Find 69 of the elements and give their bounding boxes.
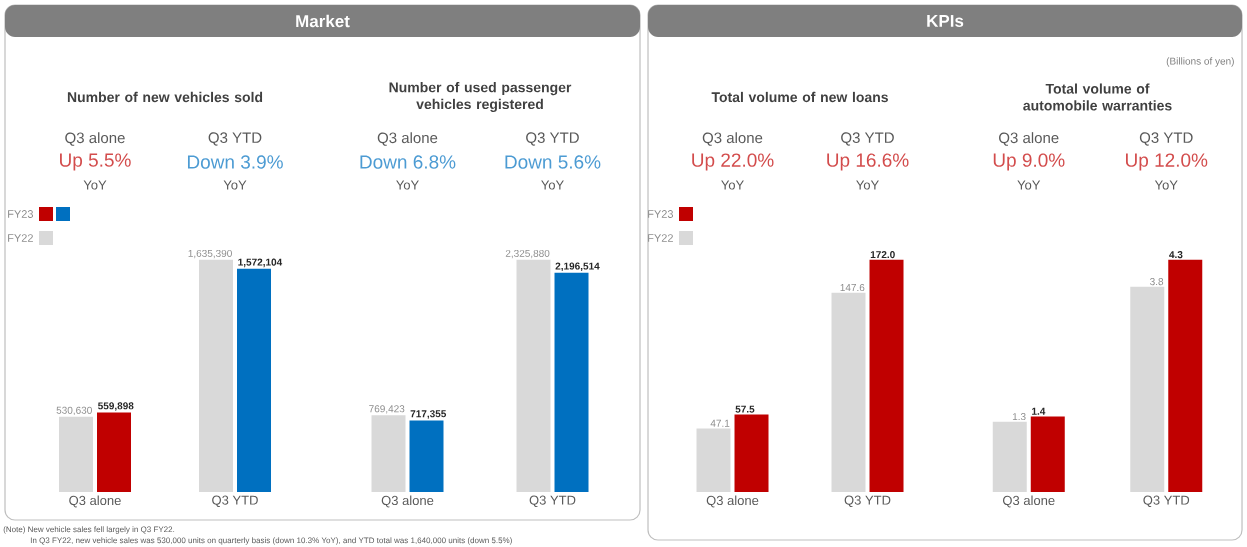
text: KPIs — [927, 15, 964, 27]
x-tick-label: Q3 YTD — [1143, 495, 1190, 508]
data-label: 2,325,880 — [505, 249, 550, 259]
x-tick-label: Q3 YTD — [208, 132, 262, 146]
x-tick-label: Q3 alone — [381, 495, 434, 508]
data-label: 3.8 — [1150, 278, 1164, 286]
text: Down 5.6% — [505, 155, 601, 169]
text: Down 6.8% — [360, 155, 456, 169]
bar — [1130, 286, 1165, 492]
data-label: 769,423 — [369, 405, 405, 414]
text: YoY — [1017, 180, 1041, 190]
legend-label: FY22 — [8, 234, 33, 242]
bar — [1168, 259, 1203, 492]
text: Up 22.0% — [692, 153, 774, 171]
bar — [734, 414, 769, 492]
text: YoY — [223, 180, 247, 190]
text: Up 9.0% — [993, 153, 1065, 171]
x-tick-label: Q3 alone — [65, 132, 125, 146]
data-label: 530,630 — [56, 406, 92, 415]
text: Up 16.6% — [827, 153, 909, 171]
bar — [59, 416, 93, 492]
legend-label: FY23 — [648, 210, 674, 218]
legend-label: FY23 — [8, 210, 34, 218]
data-label: 172.0 — [870, 251, 895, 259]
bar — [831, 292, 866, 492]
text: YoY — [721, 180, 744, 190]
data-label: 1.3 — [1012, 413, 1026, 421]
legend-label: FY22 — [648, 234, 673, 242]
data-label: 717,355 — [410, 410, 447, 419]
data-label: 1,635,390 — [188, 249, 232, 259]
data-label: 57.5 — [735, 405, 755, 413]
text: (Billions of yen) — [1166, 57, 1234, 67]
data-label: 559,898 — [98, 402, 134, 411]
text: YoY — [83, 180, 107, 190]
data-label: 147.6 — [840, 284, 865, 292]
bar — [869, 259, 904, 492]
bar — [696, 428, 731, 492]
text: YoY — [396, 180, 419, 190]
data-label: 1.4 — [1032, 407, 1046, 415]
text: YoY — [1154, 180, 1178, 190]
bar — [97, 412, 131, 492]
data-label: 1,572,104 — [238, 258, 283, 268]
bar — [1030, 416, 1065, 492]
bar — [237, 268, 271, 492]
text: YoY — [541, 180, 564, 190]
bar — [516, 259, 551, 492]
chart-title: Number of used passenger vehicles registered — [389, 82, 572, 112]
chart-title: Number of new vehicles sold — [67, 91, 263, 103]
data-label: 4.3 — [1169, 251, 1183, 259]
text: In Q3 FY22, new vehicle sales was 530,000 units on quarterly basis (down 10.3% YoY), and YTD total was 1,640,000 units (down 5.5%) — [30, 537, 512, 545]
bar — [371, 415, 406, 492]
text: (Note) New vehicle sales fell largely in Q3 FY22. — [3, 526, 175, 534]
bar — [409, 420, 444, 492]
bar — [199, 259, 233, 492]
x-tick-label: Q3 YTD — [529, 495, 576, 508]
chart-title: Total volume of automobile warranties — [1023, 83, 1172, 111]
text: Up 12.0% — [1126, 153, 1208, 171]
bar — [992, 421, 1027, 492]
bar — [554, 272, 589, 492]
text: YoY — [856, 180, 879, 190]
chart-title: Total volume of new loans — [711, 91, 888, 103]
text: Down 3.9% — [187, 155, 283, 169]
text: Up 5.5% — [60, 153, 131, 171]
x-tick-label: Q3 YTD — [841, 132, 894, 146]
data-label: 2,196,514 — [555, 262, 600, 272]
x-tick-label: Q3 alone — [702, 132, 763, 146]
text: Market — [296, 14, 350, 28]
x-tick-label: Q3 alone — [1002, 495, 1055, 508]
data-label: 47.1 — [710, 419, 730, 427]
